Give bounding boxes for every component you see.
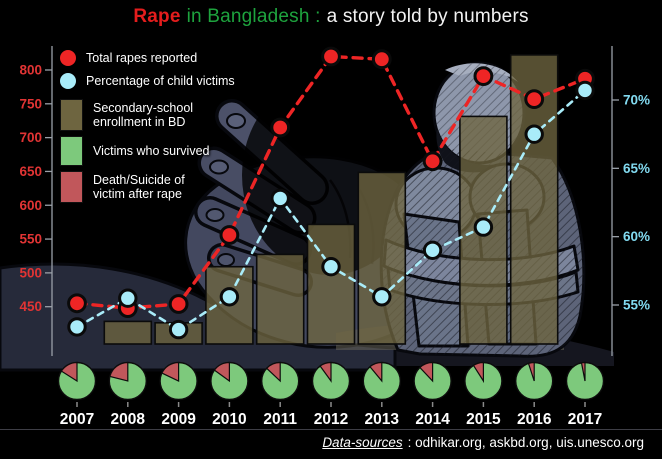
legend-label-enrollment: Secondary-school enrollment in BD [93,101,193,130]
green-swatch-icon [60,136,83,166]
legend-label-death-line1: Death/Suicide of [93,172,185,187]
legend-label-survived: Victims who survived [93,143,210,158]
point-total-rapes-2012 [321,46,341,67]
legend-label-total-rapes: Total rapes reported [86,50,198,65]
red-dot-marker-icon [60,50,76,66]
legend-label-death: Death/Suicide of victim after rape [93,173,185,202]
axes-layer: 450 500 550 600 650 700 750 800 55% 60% 65% 70% [19,46,650,356]
year-label-2012: 2012 [314,411,348,428]
point-child-victims-2016 [524,124,544,144]
point-total-rapes-2007 [67,293,87,314]
year-label-2009: 2009 [161,411,196,428]
title-tagline: a story told by numbers [326,6,529,27]
footer-divider [0,429,662,430]
points-layer [67,46,595,340]
left-axis-label-600: 600 [19,198,42,213]
left-axis-label-450: 450 [19,299,42,314]
chart-legend: Total rapes reported Percentage of child… [60,50,295,208]
olive-swatch-icon [60,99,83,131]
enrollment-bar-2013 [357,171,407,345]
point-total-rapes-2016 [524,89,545,109]
legend-label-death-line2: victim after rape [93,187,182,201]
point-child-victims-2011 [270,188,290,209]
point-total-rapes-2011 [270,117,291,138]
title-phrase-bangladesh: in Bangladesh : [186,6,321,27]
pie-death-slice-2009 [161,361,180,382]
left-axis-label-650: 650 [19,164,42,179]
point-child-victims-2013 [372,287,392,307]
enrollment-bar-2011 [255,253,305,345]
point-child-victims-2009 [168,319,189,340]
legend-label-enrollment-line1: Secondary-school [93,100,194,115]
legend-item-death: Death/Suicide of victim after rape [60,171,295,203]
legend-item-total-rapes: Total rapes reported [60,50,295,66]
year-label-2007: 2007 [60,411,94,428]
point-total-rapes-2014 [422,151,443,172]
point-child-victims-2012 [321,257,341,277]
pie-death-slice-2012 [319,361,332,383]
title-word-rape: Rape [133,6,181,27]
cyan-dot-marker-icon [60,73,76,89]
pie-death-slice-2013 [369,361,383,383]
year-label-2017: 2017 [568,411,602,428]
right-axis-label-60: 60% [623,229,650,244]
point-total-rapes-2010 [219,225,240,245]
data-sources: Data-sources : odhikar.org, askbd.org, ui… [322,435,644,450]
left-axis-label-700: 700 [19,130,42,145]
legend-item-enrollment: Secondary-school enrollment in BD [60,99,295,131]
data-sources-label: Data-sources [322,435,403,450]
enrollment-bar-2008 [103,320,153,345]
pie-death-slice-2008 [109,361,129,382]
left-axis-label-750: 750 [19,96,42,111]
page-title: Rape in Bangladesh :a story told by numbe… [0,6,662,28]
right-axis-label-55: 55% [623,298,650,313]
point-child-victims-2017 [575,80,595,101]
left-axis-label-800: 800 [19,62,42,77]
pie-death-slice-2014 [419,361,434,383]
enrollment-bar-2012 [306,223,356,345]
data-sources-list: : odhikar.org, askbd.org, uis.unesco.org [407,435,644,450]
point-total-rapes-2013 [371,49,392,70]
legend-label-child-victims: Percentage of child victims [86,73,235,88]
year-label-2008: 2008 [111,411,146,428]
pie-death-slice-2015 [472,361,484,384]
pie-death-slice-2011 [265,361,281,383]
year-label-2013: 2013 [365,411,400,428]
point-child-victims-2008 [118,288,138,308]
right-axis-label-70: 70% [623,92,650,107]
pie-death-slice-2016 [527,361,535,382]
left-axis-label-500: 500 [19,265,42,280]
legend-label-enrollment-line2: enrollment in BD [93,115,186,129]
year-label-2011: 2011 [263,411,297,428]
year-label-2016: 2016 [517,411,552,428]
year-label-2014: 2014 [415,411,450,428]
pies-layer: 2007 2008 2009 2010 2011 2012 2013 2014 2015 2016… [57,361,605,428]
point-child-victims-2007 [67,317,87,337]
pie-death-slice-2007 [60,361,78,383]
point-child-victims-2015 [473,217,494,237]
right-axis-label-65: 65% [623,161,650,176]
point-child-victims-2014 [422,240,443,261]
pie-death-slice-2017 [580,361,586,382]
point-child-victims-2010 [219,287,240,307]
year-label-2015: 2015 [466,411,501,428]
point-total-rapes-2009 [168,294,189,314]
left-axis-label-550: 550 [19,232,42,247]
legend-item-child-victims: Percentage of child victims [60,73,295,89]
pie-death-slice-2010 [213,361,230,383]
year-label-2010: 2010 [212,411,246,428]
point-total-rapes-2015 [473,66,494,86]
legend-item-survived: Victims who survived [60,136,295,166]
rose-swatch-icon [60,171,83,203]
